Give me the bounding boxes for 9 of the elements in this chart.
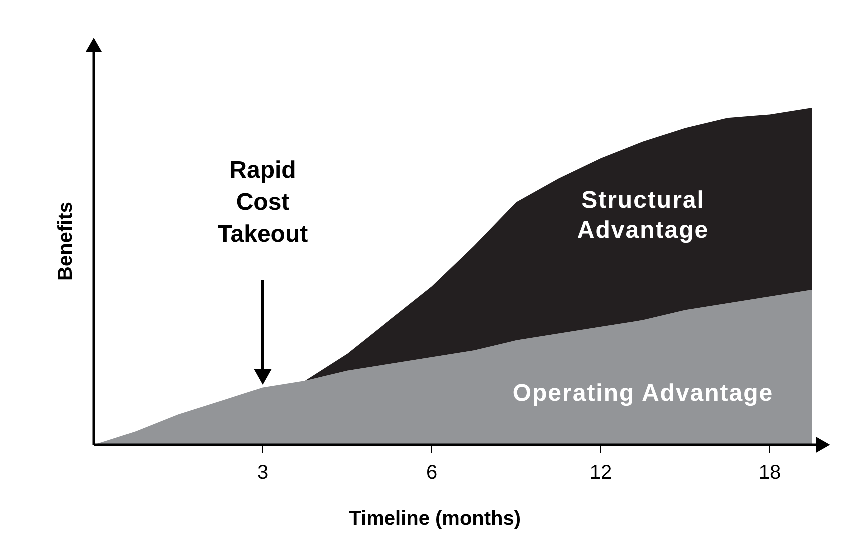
series-label: Operating Advantage	[512, 380, 774, 407]
annotation: Rapid Cost Takeout	[218, 157, 308, 248]
x-tick-label: 18	[758, 462, 782, 484]
x-tick-label: 12	[590, 462, 612, 484]
x-tick-label: 6	[426, 462, 438, 484]
y-axis-title: Benefits	[55, 202, 77, 281]
x-tick-label: 3	[257, 462, 269, 484]
series-label: Structural Advantage	[577, 187, 710, 244]
x-axis-title: Timeline (months)	[349, 508, 522, 530]
